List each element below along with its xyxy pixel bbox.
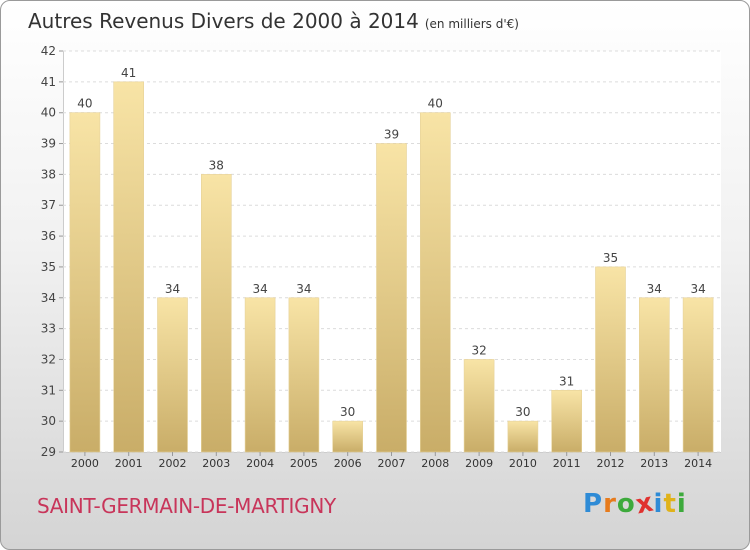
x-tick-label: 2004 <box>246 457 274 470</box>
bar-value-label: 30 <box>340 405 355 419</box>
y-tick-label: 33 <box>41 322 56 336</box>
bar-value-label: 39 <box>384 128 399 142</box>
logo-letter: t <box>663 489 677 519</box>
bar <box>595 266 626 453</box>
x-tick-label: 2003 <box>202 457 230 470</box>
bar <box>332 420 364 453</box>
y-tick-label: 36 <box>41 229 56 243</box>
bar-value-label: 34 <box>690 282 705 296</box>
x-tick-label: 2009 <box>465 457 493 470</box>
chart-unit-note: (en milliers d'€) <box>424 17 519 31</box>
logo-letter: i <box>653 489 664 519</box>
bar <box>463 359 495 453</box>
bar-value-label: 30 <box>515 405 530 419</box>
y-tick-label: 32 <box>41 352 56 366</box>
bar-value-label: 32 <box>471 343 486 357</box>
bar <box>244 297 276 453</box>
bar-value-label: 35 <box>603 251 618 265</box>
town-name: SAINT-GERMAIN-DE-MARTIGNY <box>37 494 336 518</box>
y-tick-label: 30 <box>41 414 56 428</box>
x-tick-label: 2006 <box>334 457 362 470</box>
bar-value-label: 40 <box>77 97 92 111</box>
y-tick-label: 35 <box>41 260 56 274</box>
chart-title: Autres Revenus Divers de 2000 à 2014 (en … <box>28 9 519 33</box>
bar <box>682 297 714 453</box>
x-tick-label: 2002 <box>159 457 187 470</box>
y-tick-label: 37 <box>41 198 56 212</box>
y-tick-label: 42 <box>41 44 56 58</box>
y-tick-label: 34 <box>41 291 56 305</box>
bar <box>288 297 320 453</box>
y-tick-label: 41 <box>41 75 56 89</box>
y-tick-label: 29 <box>41 445 56 459</box>
x-tick-label: 2012 <box>597 457 625 470</box>
bar-value-label: 34 <box>252 282 267 296</box>
logo-letter: o <box>616 489 636 519</box>
bar-value-label: 38 <box>209 158 224 172</box>
x-tick-label: 2010 <box>509 457 537 470</box>
y-tick-label: 38 <box>41 167 56 181</box>
bar <box>419 112 451 453</box>
y-tick-label: 31 <box>41 383 56 397</box>
proxiti-logo: Proxiti <box>583 487 687 520</box>
x-tick-label: 2005 <box>290 457 318 470</box>
x-tick-label: 2011 <box>553 457 581 470</box>
bar <box>113 81 144 453</box>
bar <box>69 112 101 453</box>
x-tick-label: 2008 <box>421 457 449 470</box>
chart-title-text: Autres Revenus Divers de 2000 à 2014 <box>28 9 419 33</box>
bar-value-label: 40 <box>428 97 443 111</box>
x-tick-label: 2007 <box>378 457 406 470</box>
logo-letter: P <box>583 489 604 519</box>
x-tick-label: 2013 <box>640 457 668 470</box>
logo-letter: r <box>603 489 617 519</box>
bar <box>551 390 583 453</box>
bar-value-label: 34 <box>296 282 311 296</box>
bar <box>507 420 539 453</box>
x-tick-label: 2014 <box>684 457 712 470</box>
x-tick-label: 2000 <box>71 457 99 470</box>
bar <box>157 297 188 453</box>
bar <box>376 143 407 453</box>
bar <box>638 297 670 453</box>
bar-value-label: 34 <box>165 282 180 296</box>
bar-value-label: 41 <box>121 66 136 80</box>
bar-value-label: 31 <box>559 374 574 388</box>
y-tick-label: 39 <box>41 137 56 151</box>
logo-letter: i <box>676 489 687 519</box>
x-tick-label: 2001 <box>115 457 143 470</box>
bar-value-label: 34 <box>647 282 662 296</box>
bar <box>201 174 232 453</box>
y-tick-label: 40 <box>41 106 56 120</box>
